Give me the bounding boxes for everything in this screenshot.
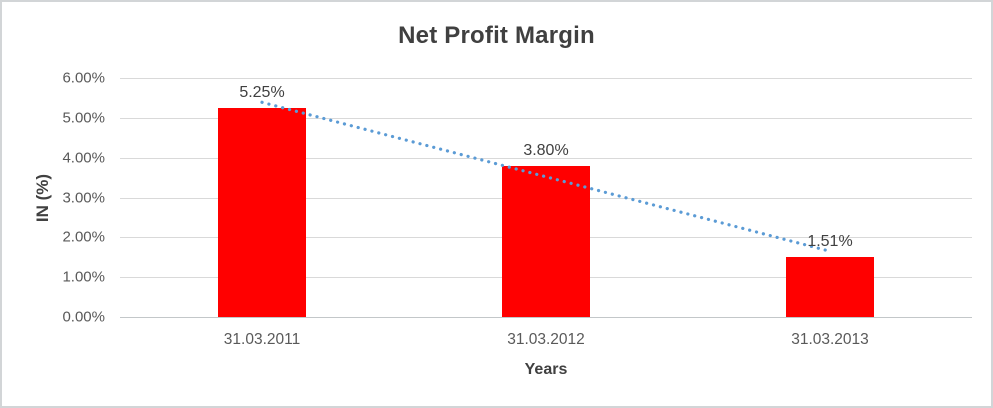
y-tick-label: 1.00% (62, 268, 105, 286)
gridline (120, 117, 972, 119)
bar-data-label: 5.25% (239, 83, 285, 101)
bar-data-label: 1.51% (807, 232, 853, 250)
gridline (120, 78, 972, 79)
y-tick-label: 4.00% (62, 149, 105, 167)
x-tick-label: 31.03.2011 (223, 331, 301, 348)
chart-title: Net Profit Margin (398, 22, 595, 49)
bar-data-label: 3.80% (523, 141, 569, 159)
gridline (120, 157, 972, 159)
x-axis-line (120, 317, 972, 318)
y-tick-label: 5.00% (62, 109, 105, 127)
y-tick-label: 6.00% (62, 69, 105, 87)
y-tick-label: 0.00% (62, 308, 105, 326)
plot-area (120, 78, 972, 318)
x-axis-title: Years (524, 361, 568, 378)
y-axis-title: IN (%) (33, 173, 52, 223)
x-tick-label: 31.03.2013 (791, 331, 869, 348)
bar-31.03.2012 (502, 165, 590, 317)
trendline (260, 100, 832, 253)
y-tick-label: 3.00% (62, 189, 105, 206)
x-tick-label: 31.03.2012 (507, 331, 585, 348)
bar-31.03.2013 (786, 256, 874, 317)
bar-31.03.2011 (218, 107, 306, 317)
y-tick-label: 2.00% (62, 228, 105, 246)
